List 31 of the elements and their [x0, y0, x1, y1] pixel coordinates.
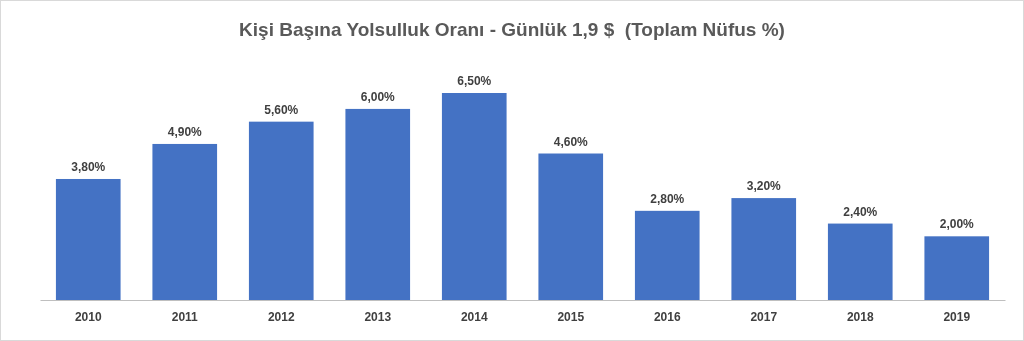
data-label: 2,00% — [939, 217, 975, 232]
x-tick-label: 2019 — [943, 309, 971, 324]
data-label: 4,90% — [167, 124, 203, 139]
bar — [248, 121, 314, 300]
data-label: 2,80% — [650, 191, 685, 206]
bar — [634, 210, 700, 300]
x-tick-label: 2017 — [750, 309, 778, 324]
bar — [152, 143, 218, 300]
x-tick-label: 2018 — [846, 309, 874, 324]
x-tick-label: 2011 — [171, 309, 199, 324]
bar — [441, 93, 507, 300]
bar — [731, 198, 797, 300]
bar — [827, 223, 893, 300]
bar — [538, 153, 604, 300]
bar — [345, 108, 411, 300]
chart-title: Kişi Başına Yolsulluk Oranı - Günlük 1,9 $ (Toplam Nüfus %) — [239, 19, 785, 40]
x-tick-label: 2015 — [557, 309, 585, 324]
data-label: 3,20% — [746, 179, 782, 194]
data-label: 6,50% — [457, 74, 492, 88]
data-label: 6,00% — [360, 89, 396, 104]
x-tick-label: 2012 — [267, 309, 295, 324]
data-label: 3,80% — [71, 159, 106, 174]
bar — [924, 236, 990, 300]
x-tick-label: 2010 — [74, 309, 102, 324]
data-label: 4,60% — [553, 134, 589, 149]
x-tick-label: 2013 — [364, 309, 392, 324]
bar — [55, 178, 121, 300]
x-tick-label: 2016 — [653, 309, 681, 324]
x-tick-label: 2014 — [460, 309, 488, 324]
data-label: 5,60% — [264, 102, 299, 117]
data-label: 2,40% — [843, 204, 878, 219]
